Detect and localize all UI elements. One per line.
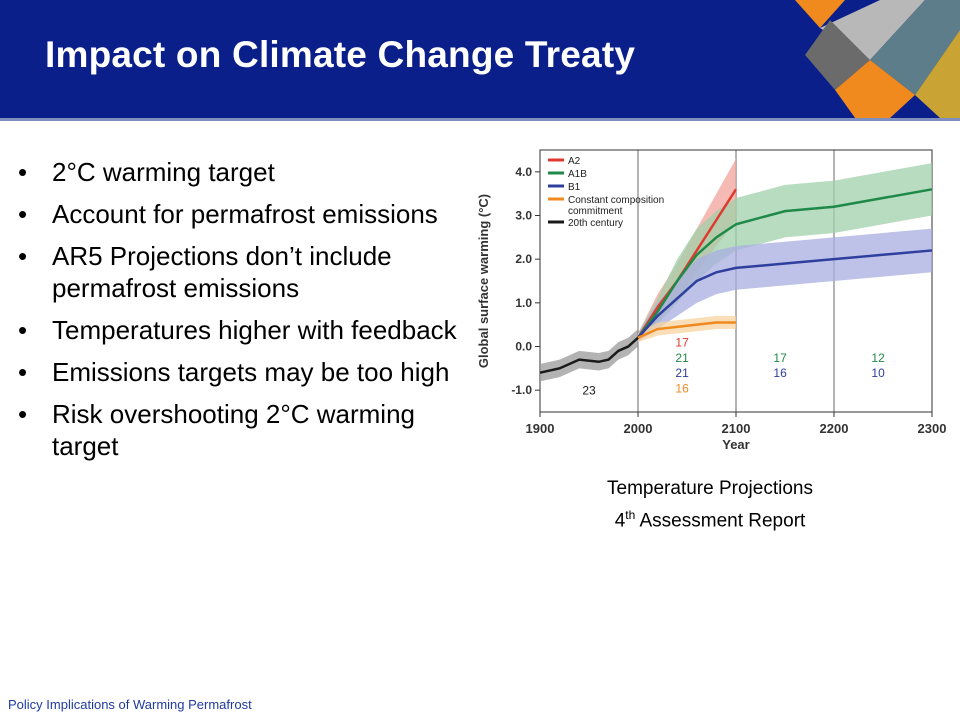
x-tick-label: 2100 <box>722 421 751 436</box>
x-tick-label: 1900 <box>526 421 555 436</box>
x-tick-label: 2000 <box>624 421 653 436</box>
legend-label-part: commitment <box>568 206 623 217</box>
y-tick-label: 4.0 <box>515 165 532 179</box>
uncertainty-band <box>638 163 932 343</box>
bullet-item: Account for permafrost emissions <box>16 198 466 230</box>
header-decoration <box>770 0 960 118</box>
legend-label: A1B <box>568 169 587 180</box>
y-tick-label: 0.0 <box>515 340 532 354</box>
y-tick-label: -1.0 <box>511 383 532 397</box>
uncertainty-band <box>540 329 638 382</box>
bullet-item: Temperatures higher with feedback <box>16 314 466 346</box>
lichen-texture-tile <box>870 0 960 95</box>
chart-caption: Temperature Projections 4th Assessment R… <box>560 476 860 534</box>
y-axis-label: Global surface warming (°C) <box>476 194 491 368</box>
bullet-item: 2°C warming target <box>16 156 466 188</box>
x-axis-label: Year <box>722 437 749 452</box>
rock-texture-tile <box>805 20 870 90</box>
series-line <box>636 188 933 339</box>
model-count-label: 17 <box>675 336 689 350</box>
x-tick-label: 2200 <box>820 421 849 436</box>
rock-texture-tile <box>820 0 925 60</box>
model-count-label: 12 <box>871 351 885 365</box>
slide-title: Impact on Climate Change Treaty <box>45 34 636 75</box>
caption-line-2: 4th Assessment Report <box>560 502 860 534</box>
series-line <box>637 249 933 339</box>
bullet-list: 2°C warming target Account for permafros… <box>16 156 466 472</box>
model-count-label: 17 <box>773 351 787 365</box>
slide-footer: Policy Implications of Warming Permafros… <box>8 697 252 712</box>
temperature-chart: 1900 2000 2100 2200 2300 -1.0 0.0 1.0 2.0 3.0 4.0 Y… <box>470 140 950 470</box>
model-count-label: 10 <box>871 366 885 380</box>
bullet-item: AR5 Projections don’t include permafrost… <box>16 240 466 304</box>
caption-number: 4 <box>614 510 626 532</box>
legend-label-part: Constant composition <box>568 195 664 206</box>
model-count-label: 16 <box>675 381 689 395</box>
y-tick-label: 1.0 <box>515 296 532 310</box>
caption-rest: Assessment Report <box>635 510 806 532</box>
legend-label: 20th century <box>568 218 623 229</box>
legend-label: A2 <box>568 156 581 167</box>
bullet-item: Risk overshooting 2°C warming target <box>16 398 466 462</box>
series-line <box>636 188 738 339</box>
lichen-texture-tile <box>915 30 960 118</box>
orange-tile <box>835 60 915 118</box>
header-divider <box>0 118 960 121</box>
y-tick-label: 3.0 <box>515 209 532 223</box>
series-line <box>539 336 639 374</box>
legend-label: B1 <box>568 182 581 193</box>
legend-label: Constant composition commitment <box>568 195 664 217</box>
blue-tile <box>770 55 855 118</box>
caption-superscript: th <box>625 508 636 522</box>
bullet-item: Emissions targets may be too high <box>16 356 466 388</box>
y-tick-label: 2.0 <box>515 252 532 266</box>
model-count-label: 16 <box>773 366 787 380</box>
slide-header: Impact on Climate Change Treaty <box>0 0 960 118</box>
series-line <box>637 321 736 339</box>
caption-line-1: Temperature Projections <box>607 478 813 499</box>
model-count-label: 21 <box>675 366 689 380</box>
chart-svg: 1900 2000 2100 2200 2300 -1.0 0.0 1.0 2.0 3.0 4.0 Y… <box>476 149 947 452</box>
x-tick-label: 2300 <box>918 421 947 436</box>
model-count-label: 23 <box>582 384 596 398</box>
model-count-label: 21 <box>675 351 689 365</box>
orange-tile <box>795 0 845 28</box>
